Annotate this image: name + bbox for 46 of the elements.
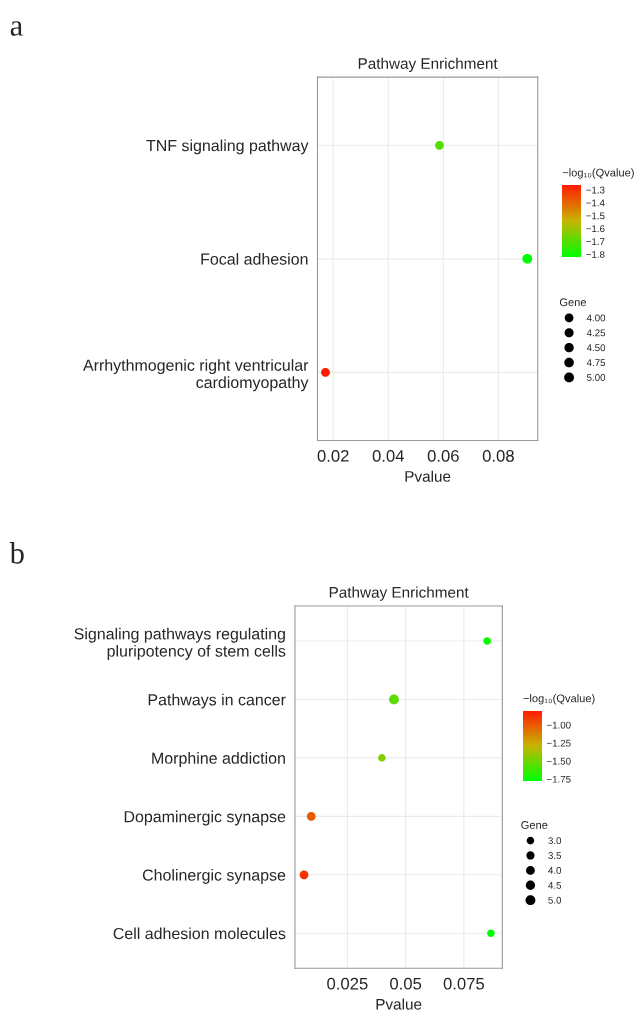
y-tick-label: Pathways in cancer xyxy=(148,693,286,709)
legend-label: 4.75 xyxy=(586,359,606,367)
y-tick-label: Cell adhesion molecules xyxy=(113,927,286,940)
x-tick-label: 0.08 xyxy=(482,449,514,462)
y-tick-label: Arrhythmogenic right ventricular cardiomyopathy xyxy=(83,359,309,392)
color-bar-title: −log₁₀(Qvalue) xyxy=(523,694,595,705)
color-bar-title: −log₁₀(Qvalue) xyxy=(562,168,634,179)
color-bar-label: −1.50 xyxy=(546,757,571,765)
x-tick-label: 0.025 xyxy=(327,977,368,990)
x-axis-title: Pvalue xyxy=(405,470,451,482)
legend-label: 3.5 xyxy=(548,852,562,859)
text: b xyxy=(9,542,24,564)
legend-label: 5.00 xyxy=(586,374,606,381)
color-bar-label: −1.25 xyxy=(546,739,571,747)
x-axis-title: Pvalue xyxy=(376,998,422,1010)
color-bar-label: −1.8 xyxy=(586,250,605,258)
chart-title: Pathway Enrichment xyxy=(329,586,469,601)
legend-label: 4.25 xyxy=(586,329,606,337)
color-bar-label: −1.3 xyxy=(586,186,605,194)
legend-title: Gene xyxy=(559,298,587,307)
x-tick-label: 0.075 xyxy=(443,977,485,990)
color-bar-label: −1.6 xyxy=(586,225,605,233)
legend-label: 3.0 xyxy=(548,837,562,845)
legend-title: Gene xyxy=(521,821,548,829)
color-bar-label: −1.4 xyxy=(586,199,605,207)
text: a xyxy=(10,21,23,36)
chart-title: Pathway Enrichment xyxy=(358,57,498,72)
y-tick-label: TNF signaling pathway xyxy=(146,139,309,155)
legend-label: 4.5 xyxy=(548,881,562,889)
color-bar-label: −1.7 xyxy=(586,238,605,245)
x-tick-label: 0.05 xyxy=(390,977,422,990)
legend-label: 4.50 xyxy=(586,344,606,352)
color-bar-label: −1.00 xyxy=(546,721,571,729)
color-bar-label: −1.75 xyxy=(546,775,571,783)
x-tick-label: 0.04 xyxy=(372,449,404,462)
y-tick-label: Dopaminergic synapse xyxy=(124,810,286,826)
y-tick-label: Signaling pathways regulating pluripotency of stem cells xyxy=(74,627,286,660)
x-tick-label: 0.02 xyxy=(317,449,349,462)
y-tick-label: Morphine addiction xyxy=(152,752,285,768)
legend-label: 4.00 xyxy=(586,314,606,322)
legend-label: 4.0 xyxy=(548,866,562,874)
legend-label: 5.0 xyxy=(548,896,562,904)
color-bar-label: −1.5 xyxy=(586,212,605,220)
y-tick-label: Focal adhesion xyxy=(201,253,308,265)
x-tick-label: 0.06 xyxy=(427,449,459,462)
y-tick-label: Cholinergic synapse xyxy=(142,869,286,884)
